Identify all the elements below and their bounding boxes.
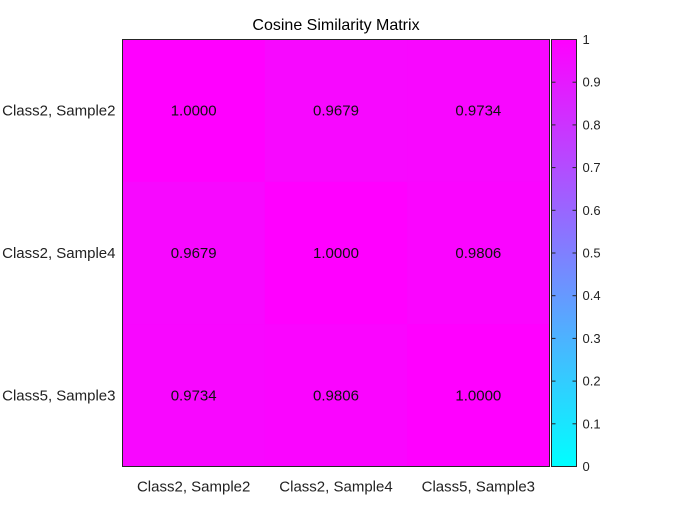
y-tick-label-2: Class2, Sample4 bbox=[2, 245, 115, 262]
heatmap-cell-r3-c3 bbox=[407, 324, 550, 467]
x-tick-label-2: Class2, Sample4 bbox=[279, 479, 392, 496]
colorbar-tick-label-6: 0.5 bbox=[583, 246, 601, 261]
cell-label-r3-c2: 0.9806 bbox=[313, 387, 359, 404]
heatmap-cell-r2-c3 bbox=[407, 181, 550, 325]
heatmap-cell-r3-c1 bbox=[122, 324, 266, 467]
colorbar-ticks: 0 0.1 0.2 0.3 0.4 0.5 0.6 0.7 0.8 0.9 1 bbox=[551, 32, 601, 474]
heatmap-cell-r1-c2 bbox=[264, 39, 408, 183]
colorbar-tick-label-10: 0.9 bbox=[583, 75, 601, 90]
colorbar-tick-label-1: 0 bbox=[583, 459, 590, 474]
y-tick-label-3: Class5, Sample3 bbox=[2, 387, 115, 404]
colorbar-tick-label-8: 0.7 bbox=[583, 160, 601, 175]
cell-label-r3-c3: 1.0000 bbox=[455, 387, 501, 404]
colorbar-tick-label-2: 0.1 bbox=[583, 416, 601, 431]
cell-label-r2-c2: 1.0000 bbox=[313, 245, 359, 262]
y-tick-label-1: Class2, Sample2 bbox=[2, 103, 115, 120]
heatmap-cell-r1-c3 bbox=[407, 39, 550, 183]
colorbar-tick-label-4: 0.3 bbox=[583, 331, 601, 346]
x-tick-label-3: Class5, Sample3 bbox=[422, 479, 535, 496]
cell-label-r2-c1: 0.9679 bbox=[171, 245, 217, 262]
heatmap-cell-r2-c1 bbox=[122, 181, 266, 325]
chart-title: Cosine Similarity Matrix bbox=[252, 17, 419, 34]
cell-label-r3-c1: 0.9734 bbox=[171, 387, 217, 404]
y-axis-tick-labels: Class2, Sample2 Class2, Sample4 Class5, Sa… bbox=[2, 103, 115, 405]
cell-label-r2-c3: 0.9806 bbox=[455, 245, 501, 262]
heatmap-cell-r2-c2 bbox=[264, 181, 408, 325]
cell-label-r1-c3: 0.9734 bbox=[455, 103, 501, 120]
heatmap-cells bbox=[122, 39, 550, 467]
cell-label-r1-c1: 1.0000 bbox=[171, 103, 217, 120]
colorbar-tick-label-5: 0.4 bbox=[583, 288, 601, 303]
colorbar-tick-label-3: 0.2 bbox=[583, 374, 601, 389]
colorbar-tick-label-7: 0.6 bbox=[583, 203, 601, 218]
x-axis-tick-labels: Class2, Sample2 Class2, Sample4 Class5, Sa… bbox=[137, 479, 535, 496]
cell-label-r1-c2: 0.9679 bbox=[313, 103, 359, 120]
heatmap-cell-r3-c2 bbox=[264, 324, 408, 467]
heatmap-cell-r1-c1 bbox=[122, 39, 266, 183]
colorbar-tick-label-11: 1 bbox=[583, 32, 590, 47]
x-tick-label-1: Class2, Sample2 bbox=[137, 479, 250, 496]
plot-frame bbox=[122, 39, 550, 467]
cell-value-labels: 1.0000 0.9679 0.9734 0.9679 1.0000 0.9806 0.97… bbox=[171, 103, 502, 405]
colorbar-tick-label-9: 0.8 bbox=[583, 117, 601, 132]
